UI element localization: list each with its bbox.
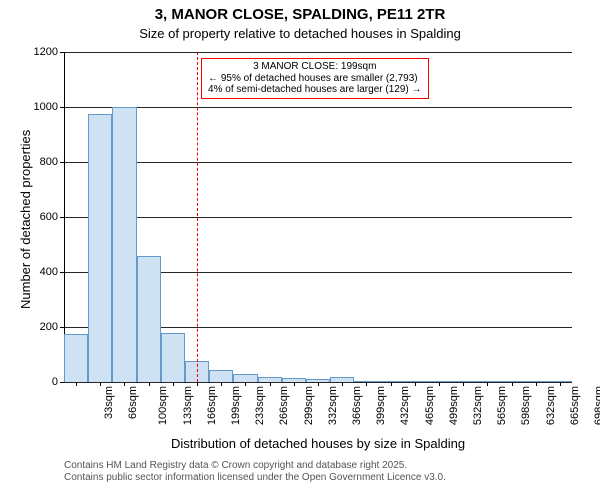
x-tick-label: 133sqm [182, 382, 194, 425]
footer-attribution: Contains HM Land Registry data © Crown c… [64, 460, 446, 483]
y-tick-label: 400 [40, 266, 64, 278]
x-tick-label: 532sqm [472, 382, 484, 425]
x-tick-label: 366sqm [351, 382, 363, 425]
x-tick-label: 332sqm [327, 382, 339, 425]
annotation-box: 3 MANOR CLOSE: 199sqm← 95% of detached h… [201, 58, 428, 99]
histogram-bar [209, 370, 233, 382]
x-tick-label: 432sqm [400, 382, 412, 425]
x-tick-label: 698sqm [593, 382, 600, 425]
x-tick-label: 632sqm [545, 382, 557, 425]
chart-title: 3, MANOR CLOSE, SPALDING, PE11 2TR [0, 6, 600, 23]
histogram-bar [64, 334, 88, 382]
x-tick-label: 266sqm [279, 382, 291, 425]
x-tick-label: 499sqm [448, 382, 460, 425]
x-tick-label: 33sqm [103, 382, 115, 419]
plot-area: 02004006008001000120033sqm66sqm100sqm133… [64, 52, 572, 382]
grid-line [64, 162, 572, 163]
y-tick-label: 800 [40, 156, 64, 168]
grid-line [64, 52, 572, 53]
x-tick-label: 465sqm [424, 382, 436, 425]
y-tick-label: 1000 [34, 101, 64, 113]
annotation-line: 3 MANOR CLOSE: 199sqm [208, 61, 421, 73]
x-tick-label: 66sqm [127, 382, 139, 419]
y-tick-label: 200 [40, 321, 64, 333]
chart-subtitle: Size of property relative to detached ho… [0, 26, 600, 41]
x-tick-label: 100sqm [158, 382, 170, 425]
y-axis-label: Number of detached properties [18, 130, 33, 309]
annotation-line: ← 95% of detached houses are smaller (2,… [208, 73, 421, 85]
footer-line-2: Contains public sector information licen… [64, 472, 446, 484]
histogram-bar [137, 256, 161, 383]
x-tick-label: 565sqm [496, 382, 508, 425]
y-tick-label: 1200 [34, 46, 64, 58]
footer-line-1: Contains HM Land Registry data © Crown c… [64, 460, 446, 472]
grid-line [64, 217, 572, 218]
x-axis-label: Distribution of detached houses by size … [64, 436, 572, 451]
histogram-bar [161, 333, 185, 383]
x-tick-label: 299sqm [303, 382, 315, 425]
y-tick-label: 600 [40, 211, 64, 223]
chart-container: 3, MANOR CLOSE, SPALDING, PE11 2TR Size … [0, 0, 600, 500]
annotation-line: 4% of semi-detached houses are larger (1… [208, 84, 421, 96]
histogram-bar [233, 374, 257, 382]
reference-line [197, 52, 198, 382]
x-tick-label: 199sqm [230, 382, 242, 425]
histogram-bar [88, 114, 112, 382]
x-tick-label: 399sqm [375, 382, 387, 425]
x-tick-label: 166sqm [206, 382, 218, 425]
y-tick-label: 0 [52, 376, 64, 388]
histogram-bar [112, 107, 136, 382]
x-tick-label: 233sqm [254, 382, 266, 425]
x-tick-label: 598sqm [520, 382, 532, 425]
grid-line [64, 107, 572, 108]
x-tick-label: 665sqm [569, 382, 581, 425]
